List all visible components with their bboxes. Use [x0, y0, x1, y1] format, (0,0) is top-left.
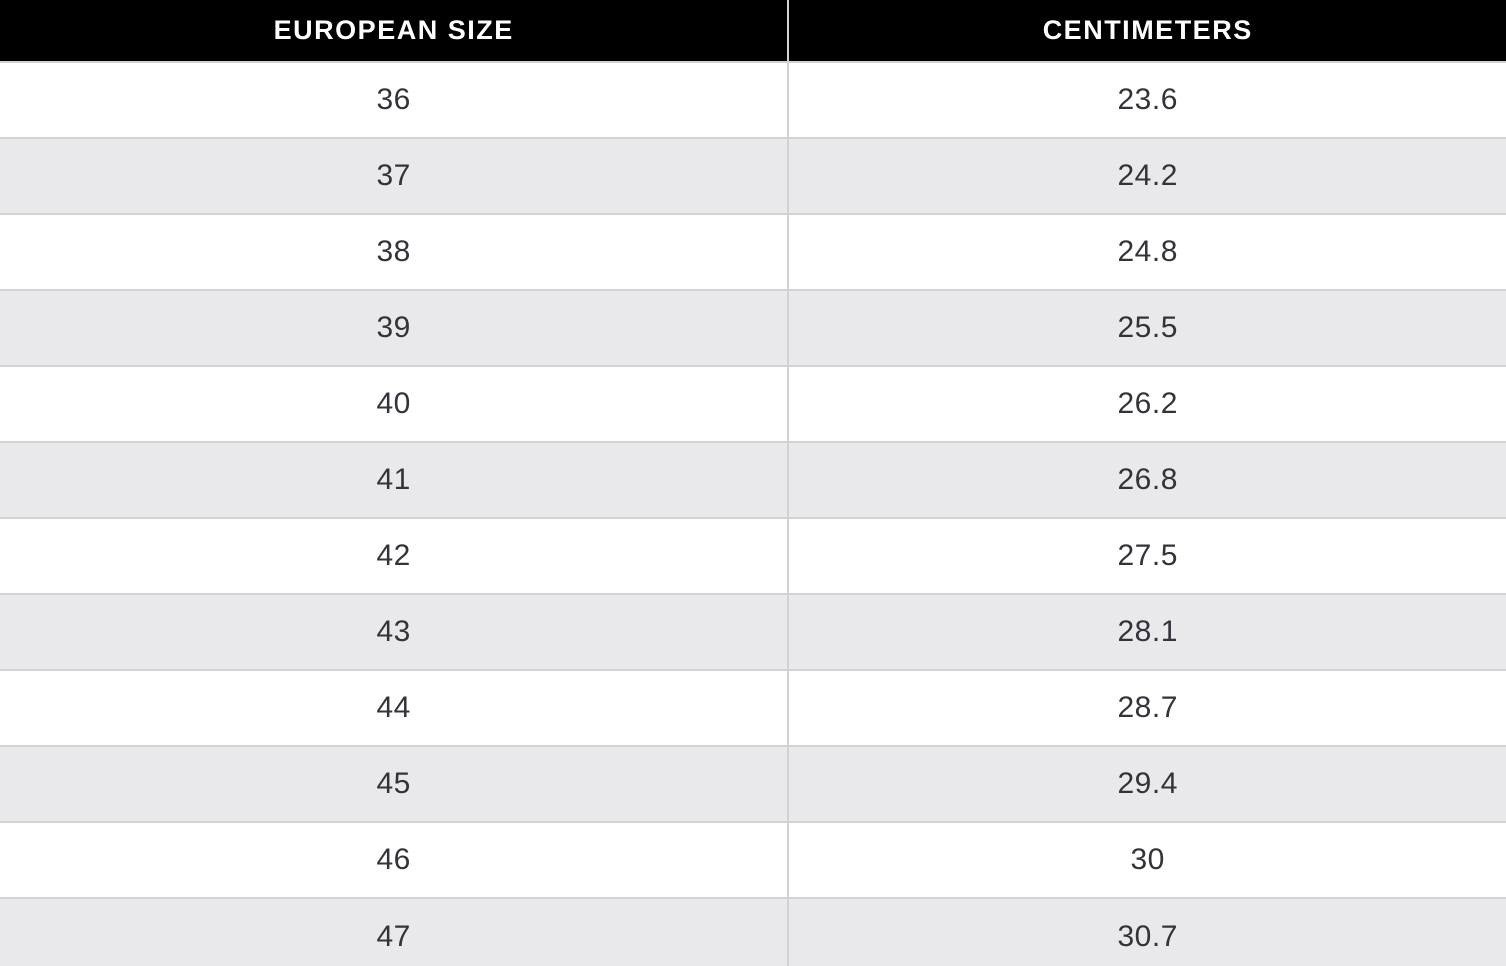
eu-size-cell: 38 — [0, 214, 790, 290]
centimeters-cell: 30.7 — [1117, 919, 1178, 953]
eu-size-cell: 44 — [0, 670, 790, 746]
table-row: 41 26.8 — [0, 442, 1506, 518]
column-header-european-size: EUROPEAN SIZE — [0, 0, 790, 62]
table-row: 47 30.7 — [0, 898, 1506, 966]
centimeters-cell: 26.8 — [1117, 463, 1178, 496]
eu-size-cell: 39 — [0, 290, 790, 366]
table-row: 36 23.6 — [0, 62, 1506, 138]
table-row: 40 26.2 — [0, 366, 1506, 442]
centimeters-cell: 25.5 — [1117, 311, 1178, 344]
table-row: 43 28.1 — [0, 594, 1506, 670]
table-row: 39 25.5 — [0, 290, 1506, 366]
eu-size-cell: 40 — [0, 366, 790, 442]
table-row: 45 29.4 — [0, 746, 1506, 822]
table-row: 42 27.5 — [0, 518, 1506, 594]
table-row: 37 24.2 — [0, 138, 1506, 214]
centimeters-cell: 24.2 — [1117, 159, 1178, 192]
centimeters-cell: 26.2 — [1117, 387, 1178, 420]
table-row: 44 28.7 — [0, 670, 1506, 746]
eu-size-cell: 36 — [0, 62, 790, 138]
eu-size-cell: 43 — [0, 594, 790, 670]
column-header-centimeters: CENTIMETERS — [788, 0, 1506, 62]
table-row: 46 30 — [0, 822, 1506, 898]
centimeters-cell: 24.8 — [1117, 235, 1178, 268]
eu-size-cell: 47 — [0, 898, 790, 966]
centimeters-cell: 28.1 — [1117, 615, 1178, 648]
table-header: EUROPEAN SIZE CENTIMETERS — [0, 0, 1506, 62]
eu-size-cell: 42 — [0, 518, 790, 594]
centimeters-cell: 29.4 — [1117, 767, 1178, 800]
centimeters-cell: 30 — [1130, 843, 1165, 876]
table-row: 38 24.8 — [0, 214, 1506, 290]
centimeters-cell: 23.6 — [1117, 83, 1178, 116]
eu-size-cell: 37 — [0, 138, 790, 214]
centimeters-cell: 28.7 — [1117, 691, 1178, 724]
eu-size-cell: 45 — [0, 746, 790, 822]
header-row: EUROPEAN SIZE CENTIMETERS — [0, 0, 1506, 62]
size-table-body: 36 23.6 37 24.2 38 24.8 39 25.5 40 26.2 41 26.8 42 27… — [0, 62, 1506, 966]
eu-size-cell: 46 — [0, 822, 790, 898]
eu-size-cell: 41 — [0, 442, 790, 518]
centimeters-cell: 27.5 — [1117, 539, 1178, 572]
